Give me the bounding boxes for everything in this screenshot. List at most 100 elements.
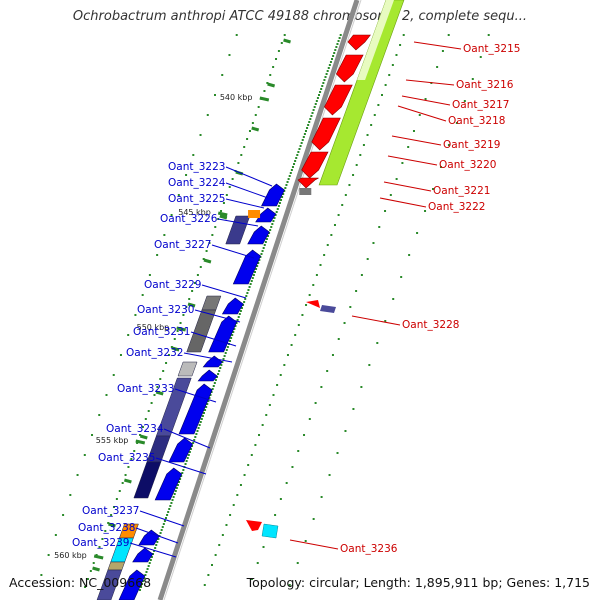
track-dot (261, 424, 264, 426)
track-dot (174, 490, 177, 492)
right-label-leader (289, 539, 339, 550)
track-dot (225, 349, 228, 351)
sequence-title: Ochrobactrum anthropi ATCC 49188 chromos… (72, 9, 528, 24)
track-dot (199, 134, 202, 136)
left-label-leader (155, 457, 207, 475)
track-dot (336, 452, 339, 454)
track-dot (436, 66, 439, 68)
track-dot (104, 530, 107, 532)
forward-gene-arrow (335, 54, 364, 83)
track-dot (337, 40, 340, 42)
left-gene-label: Oant_3223 (168, 161, 225, 173)
track-dot (219, 367, 222, 369)
track-dot (127, 466, 130, 468)
track-dot (257, 106, 260, 108)
track-dot (167, 511, 170, 513)
track-dot (229, 340, 232, 342)
track-dot (268, 404, 271, 406)
track-dot (332, 55, 335, 57)
track-dot (366, 134, 369, 136)
track-dot (206, 403, 209, 405)
track-dot (296, 562, 299, 564)
track-dot (112, 374, 115, 376)
track-dot (402, 34, 405, 36)
track-dot (165, 517, 168, 519)
left-gene-label: Oant_3224 (168, 177, 226, 189)
track-dot (279, 374, 282, 376)
track-dot (237, 162, 240, 164)
track-dot (322, 82, 325, 84)
track-dot (185, 306, 188, 308)
reverse-gene-arrow (168, 437, 193, 463)
track-dot (323, 79, 326, 81)
track-dot (294, 334, 297, 336)
track-dot (314, 103, 317, 105)
track-dot (218, 544, 221, 546)
track-dot (399, 44, 402, 46)
left-gene-label: Oant_3233 (117, 383, 174, 395)
reverse-gene-arrow (197, 369, 218, 382)
track-dot (294, 160, 297, 162)
track-dot (160, 529, 163, 531)
right-gene-label: Oant_3236 (340, 543, 398, 555)
track-dot (147, 565, 150, 567)
reverse-gene-arrow (202, 355, 223, 368)
track-dot (312, 109, 315, 111)
track-dot (239, 484, 242, 486)
track-dot (407, 146, 410, 148)
scale-tick-mark (176, 326, 186, 332)
track-dot (290, 344, 293, 346)
track-dot (280, 42, 283, 44)
track-dot (228, 54, 231, 56)
track-dot (447, 144, 450, 146)
track-dot (303, 434, 306, 436)
track-dot (384, 84, 387, 86)
left-gene-label: Oant_3226 (160, 213, 218, 225)
track-dot (249, 283, 252, 285)
track-dot (337, 338, 340, 340)
track-dot (62, 514, 65, 516)
track-dot (159, 532, 162, 534)
track-dot (89, 570, 92, 572)
reverse-gene-block (177, 361, 198, 377)
track-dot (192, 442, 195, 444)
track-dot (272, 220, 275, 222)
track-dot (328, 474, 331, 476)
track-dot (314, 402, 317, 404)
track-dot (278, 202, 281, 204)
track-dot (161, 526, 164, 528)
track-dot (250, 454, 253, 456)
left-label-leader (225, 198, 265, 209)
scale-dash (187, 302, 196, 308)
track-dot (181, 472, 184, 474)
track-dot (400, 276, 403, 278)
left-gene-label: Oant_3225 (168, 193, 225, 205)
track-dot (318, 94, 321, 96)
left-gene-label: Oant_3234 (106, 423, 164, 435)
track-dot (234, 325, 237, 327)
left-gene-label: Oant_3230 (137, 304, 194, 316)
track-dot (337, 214, 340, 216)
track-dot (198, 424, 201, 426)
highlighted-gene-sheen (357, 0, 394, 80)
track-dot (280, 199, 283, 201)
forward-gene-arrow (301, 151, 329, 179)
track-dot (182, 314, 185, 316)
track-dot (319, 264, 322, 266)
reverse-gene-arrow (132, 547, 154, 563)
track-dot (260, 253, 263, 255)
track-dot (156, 254, 159, 256)
scale-tick-mark (93, 554, 104, 560)
track-dot (148, 274, 151, 276)
track-dot (136, 442, 139, 444)
track-dot (92, 562, 95, 564)
track-dot (134, 314, 137, 316)
forward-gene-arrow (311, 117, 341, 151)
track-dot (320, 386, 323, 388)
right-gene-label: Oant_3220 (439, 159, 496, 171)
track-dot (222, 202, 225, 204)
track-dot (202, 412, 205, 414)
track-dot (253, 271, 256, 273)
